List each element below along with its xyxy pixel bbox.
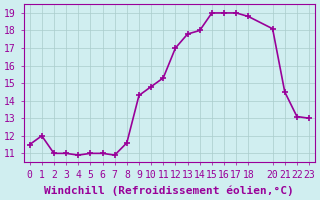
X-axis label: Windchill (Refroidissement éolien,°C): Windchill (Refroidissement éolien,°C) — [44, 185, 294, 196]
